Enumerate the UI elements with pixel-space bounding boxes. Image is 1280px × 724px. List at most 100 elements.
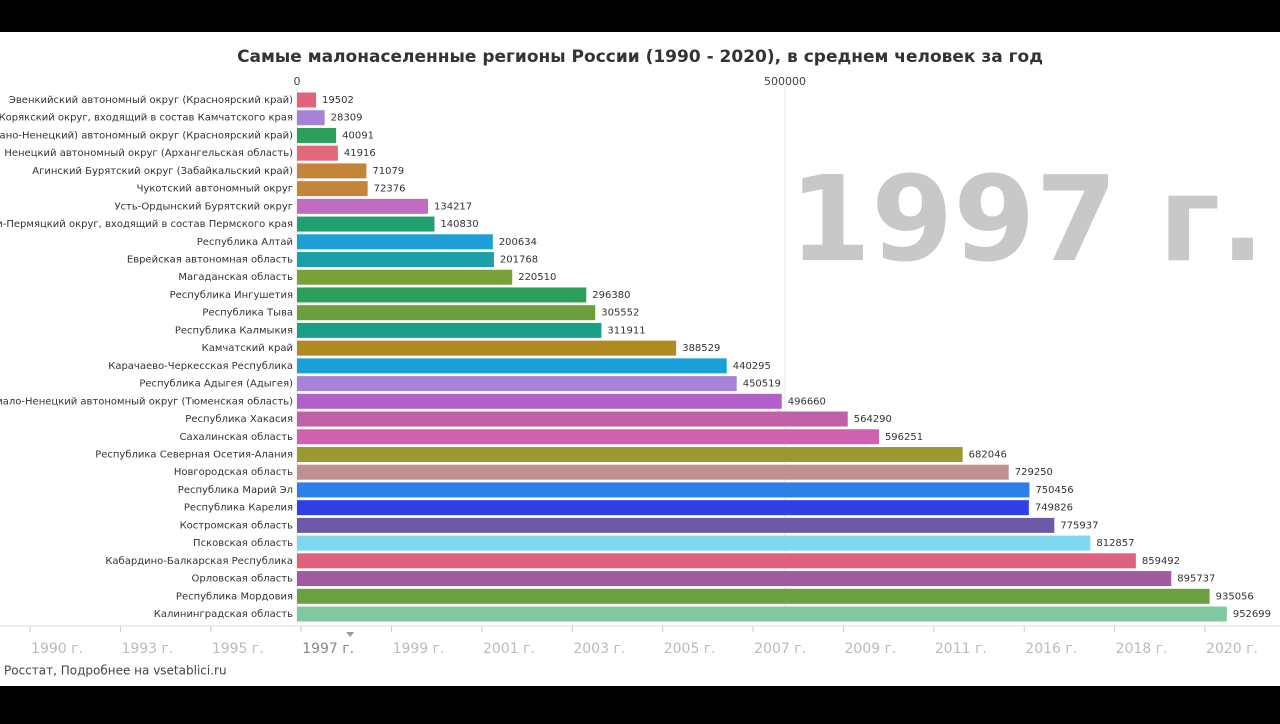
bar (297, 145, 338, 161)
value-label: 71079 (372, 166, 404, 177)
value-label: 311911 (607, 325, 645, 336)
category-label: Костромская область (180, 520, 294, 531)
bar (297, 127, 337, 143)
timeline-label: 2018 г. (1116, 641, 1168, 657)
category-label: Агинский Бурятский округ (Забайкальский … (32, 166, 293, 177)
category-label: Республика Ингушетия (170, 290, 293, 301)
value-label: 220510 (518, 272, 556, 283)
bar (297, 92, 317, 108)
value-label: 729250 (1015, 467, 1053, 478)
value-label: 40091 (342, 130, 374, 141)
bar (297, 393, 782, 409)
chart-title: Самые малонаселенные регионы России (199… (237, 47, 1043, 67)
category-label: Сахалинская область (180, 432, 294, 443)
bar (297, 500, 1029, 516)
category-label: Карачаево-Черкесская Республика (108, 361, 293, 372)
category-label: Коми-Пермяцкий округ, входящий в состав … (0, 219, 293, 230)
value-label: 200634 (499, 237, 537, 248)
bar (297, 517, 1055, 533)
category-label: Еврейская автономная область (127, 255, 293, 266)
value-label: 750456 (1035, 485, 1073, 496)
timeline-label: 2016 г. (1025, 641, 1077, 657)
category-label: Республика Мордовия (176, 591, 293, 602)
bar (297, 535, 1091, 551)
category-label: Республика Калмыкия (175, 325, 293, 336)
value-label: 682046 (969, 449, 1007, 460)
category-label: Новгородская область (174, 467, 293, 478)
timeline-label: 1995 г. (212, 641, 264, 657)
value-label: 296380 (592, 290, 630, 301)
category-label: Чукотский автономный округ (137, 184, 293, 195)
bar (297, 429, 879, 445)
value-label: 72376 (374, 184, 406, 195)
timeline-label: 1993 г. (121, 641, 173, 657)
category-label: Ямало-Ненецкий автономный округ (Тюменск… (0, 396, 293, 407)
bar (297, 411, 848, 427)
bar (297, 198, 428, 214)
value-label: 134217 (434, 201, 472, 212)
value-label: 749826 (1035, 503, 1073, 514)
bar (297, 287, 587, 303)
value-label: 388529 (682, 343, 720, 354)
category-label: Эвенкийский автономный округ (Красноярск… (9, 95, 293, 106)
bar (297, 216, 435, 232)
timeline-label: 2001 г. (483, 641, 535, 657)
category-label: Калининградская область (154, 609, 293, 620)
value-label: 305552 (601, 308, 639, 319)
value-label: 596251 (885, 432, 923, 443)
value-label: 859492 (1142, 556, 1180, 567)
bar (297, 446, 963, 462)
bar (297, 269, 513, 285)
value-label: 440295 (733, 361, 771, 372)
value-label: 496660 (788, 396, 826, 407)
timeline-label: 2009 г. (845, 641, 897, 657)
category-label: Республика Тыва (202, 308, 293, 319)
category-label: Республика Хакасия (185, 414, 293, 425)
value-label: 812857 (1096, 538, 1134, 549)
timeline-label: 1999 г. (393, 641, 445, 657)
category-label: Усть-Ордынский Бурятский округ (114, 201, 293, 212)
value-label: 19502 (322, 95, 354, 106)
category-label: Ненецкий автономный округ (Архангельская… (4, 148, 293, 159)
category-label: Республика Северная Осетия-Алания (95, 449, 293, 460)
timeline-label: 1997 г. (302, 641, 354, 657)
bar (297, 163, 367, 179)
timeline-label: 2007 г. (754, 641, 806, 657)
bar (297, 322, 602, 338)
bar (297, 464, 1009, 480)
bar (297, 606, 1227, 622)
bar (297, 482, 1030, 498)
value-label: 775937 (1060, 520, 1098, 531)
value-label: 895737 (1177, 574, 1215, 585)
category-label: Магаданская область (178, 272, 293, 283)
value-label: 450519 (743, 379, 781, 390)
source: Росстат, Подробнее на vsetablici.ru (4, 664, 227, 678)
category-label: Республика Адыгея (Адыгея) (139, 379, 293, 390)
bar (297, 376, 737, 392)
bar (297, 553, 1136, 569)
category-label: Камчатский край (202, 343, 293, 354)
year-label: 1997 г. (789, 150, 1265, 288)
timeline-label: 2011 г. (935, 641, 987, 657)
timeline-label: 2003 г. (573, 641, 625, 657)
x-tick-label: 0 (294, 75, 301, 88)
value-label: 952699 (1233, 609, 1271, 620)
category-label: Республика Марий Эл (178, 485, 293, 496)
timeline-label: 2005 г. (664, 641, 716, 657)
timeline-label: 2020 г. (1206, 641, 1258, 657)
bar (297, 252, 494, 268)
bar (297, 588, 1210, 604)
value-label: 41916 (344, 148, 376, 159)
value-label: 201768 (500, 255, 538, 266)
category-label: Псковская область (193, 538, 293, 549)
timeline-marker (346, 632, 355, 637)
value-label: 564290 (854, 414, 892, 425)
category-label: Орловская область (191, 574, 293, 585)
bar (297, 340, 677, 356)
bar (297, 110, 325, 126)
value-label: 140830 (440, 219, 478, 230)
category-label: й (Долгано-Ненецкий) автономный округ (К… (0, 130, 293, 141)
bar (297, 358, 727, 374)
